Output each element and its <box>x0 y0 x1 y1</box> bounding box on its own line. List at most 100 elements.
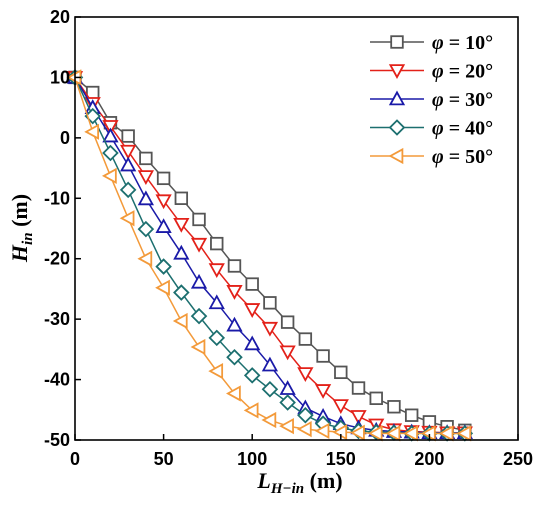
y-axis-title-sub: in <box>20 232 36 245</box>
x-tick-label: 0 <box>70 449 80 469</box>
plot-frame <box>74 16 519 441</box>
data-point <box>137 250 153 267</box>
legend-label-value: = 40° <box>444 118 493 140</box>
data-point <box>102 120 119 135</box>
series-group <box>66 68 474 442</box>
data-point <box>279 345 296 361</box>
x-tick-label: 100 <box>237 449 267 469</box>
data-point <box>84 123 100 140</box>
data-point <box>403 425 418 442</box>
x-tick-label: 250 <box>503 449 533 469</box>
data-point <box>316 349 330 363</box>
x-axis-title-sub: H−in <box>270 481 304 497</box>
legend-label-symbol: φ <box>432 146 444 168</box>
data-point <box>172 312 188 330</box>
axes-group: 0 50 100 150 200 250 -50 -40 -30 -20 -10 0 10 20 <box>44 7 533 469</box>
y-tick-label: -30 <box>44 309 70 329</box>
data-point <box>243 402 259 419</box>
legend-marker <box>388 147 404 165</box>
legend-marker <box>388 64 406 79</box>
data-point <box>367 425 383 442</box>
data-point <box>137 170 155 185</box>
data-point <box>387 400 401 414</box>
data-point <box>314 422 330 440</box>
legend-label: φ = 10° <box>432 32 493 54</box>
data-point <box>369 391 383 406</box>
data-point <box>226 316 243 332</box>
data-point <box>226 348 243 366</box>
legend-label-value: = 50° <box>444 146 493 168</box>
data-point <box>314 384 332 399</box>
data-point <box>190 273 208 289</box>
data-point <box>210 236 224 251</box>
y-tick-label: -20 <box>44 249 70 269</box>
x-tick-label: 150 <box>326 449 356 469</box>
data-point <box>190 307 208 325</box>
data-point <box>227 259 242 273</box>
y-tick-label: -40 <box>44 370 70 390</box>
data-point <box>139 151 153 166</box>
data-point <box>120 156 137 172</box>
legend-label-symbol: φ <box>432 61 444 83</box>
data-point <box>173 284 190 301</box>
legend-marker <box>390 35 404 49</box>
data-point <box>174 191 189 205</box>
legend-item-4: φ = 40° <box>370 118 493 140</box>
data-point <box>334 365 348 380</box>
data-point <box>261 321 279 337</box>
y-tick-label: -10 <box>44 188 70 208</box>
data-point <box>208 329 226 347</box>
data-point <box>261 380 279 398</box>
data-point <box>192 212 206 227</box>
data-point <box>120 144 137 160</box>
x-tick-label: 200 <box>414 449 444 469</box>
data-point <box>173 217 190 233</box>
data-point <box>155 258 172 275</box>
data-point <box>137 190 155 206</box>
y-tick-label: 10 <box>50 67 70 87</box>
data-point <box>350 410 367 425</box>
data-point <box>298 332 313 346</box>
data-point <box>297 406 314 424</box>
x-axis-title-unit: (m) <box>304 468 342 493</box>
data-point <box>261 411 277 429</box>
y-axis-title: Hin (m) <box>7 194 36 263</box>
legend-label: φ = 50° <box>432 146 493 168</box>
data-point <box>332 399 349 415</box>
legend-label: φ = 20° <box>432 61 493 83</box>
data-point <box>119 181 137 199</box>
data-point <box>102 144 119 162</box>
data-point <box>456 425 472 442</box>
data-point <box>156 171 171 186</box>
legend-marker <box>388 90 406 106</box>
data-point <box>296 421 312 438</box>
legend-item-3: φ = 30° <box>370 89 493 111</box>
y-axis-title-unit: (m) <box>7 194 32 232</box>
data-point <box>190 237 208 253</box>
data-point <box>279 394 296 411</box>
y-tick-label: 0 <box>60 128 70 148</box>
x-axis-title: LH−in (m) <box>256 468 342 497</box>
legend-label: φ = 30° <box>432 89 493 111</box>
data-point <box>385 425 401 442</box>
data-point <box>102 127 119 143</box>
data-point <box>173 244 190 260</box>
legend-item-2: φ = 20° <box>370 61 493 83</box>
data-point <box>155 279 170 296</box>
y-axis-title-main: H <box>7 244 32 263</box>
data-point <box>226 285 243 300</box>
data-point <box>119 210 135 227</box>
legend-label: φ = 40° <box>432 118 493 140</box>
data-point <box>208 362 224 380</box>
legend-label-value: = 30° <box>444 89 493 111</box>
legend: φ = 10°φ = 20°φ = 30°φ = 40°φ = 50° <box>370 32 493 168</box>
data-point <box>245 277 259 291</box>
data-point <box>263 296 277 310</box>
x-axis-title-main: L <box>256 468 270 493</box>
data-point <box>208 294 225 310</box>
data-point <box>351 381 366 395</box>
data-point <box>226 385 241 402</box>
y-tick-label: -50 <box>44 430 70 450</box>
data-point <box>190 338 206 356</box>
